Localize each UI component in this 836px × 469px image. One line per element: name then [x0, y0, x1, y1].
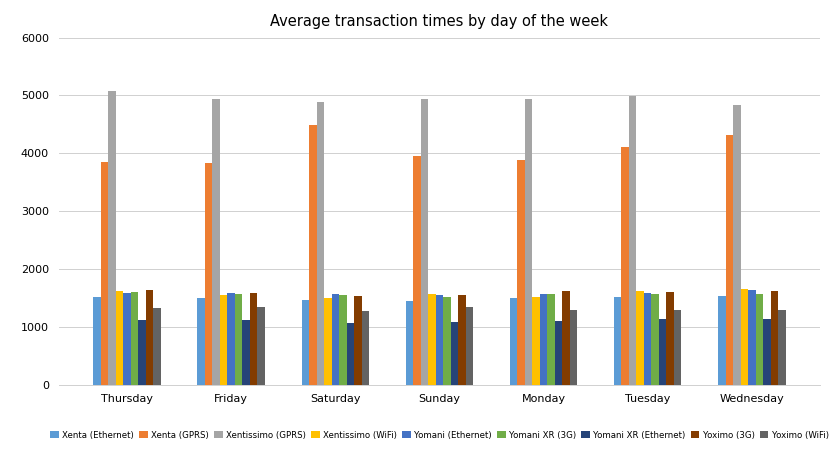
- Bar: [725, 135, 732, 385]
- Bar: [108, 91, 115, 385]
- Bar: [93, 297, 100, 385]
- Bar: [316, 102, 324, 385]
- Bar: [242, 320, 250, 385]
- Bar: [227, 293, 235, 385]
- Bar: [212, 99, 220, 385]
- Bar: [324, 298, 331, 385]
- Bar: [361, 310, 369, 385]
- Bar: [130, 292, 138, 385]
- Bar: [331, 295, 339, 385]
- Bar: [436, 295, 442, 385]
- Bar: [614, 297, 621, 385]
- Bar: [145, 290, 153, 385]
- Bar: [554, 321, 562, 385]
- Bar: [405, 301, 413, 385]
- Bar: [740, 289, 747, 385]
- Bar: [673, 310, 681, 385]
- Bar: [308, 125, 316, 385]
- Bar: [635, 291, 643, 385]
- Bar: [465, 307, 472, 385]
- Bar: [250, 293, 257, 385]
- Bar: [650, 294, 658, 385]
- Bar: [153, 308, 161, 385]
- Bar: [197, 298, 205, 385]
- Bar: [770, 291, 777, 385]
- Bar: [539, 294, 547, 385]
- Bar: [339, 295, 346, 385]
- Bar: [123, 293, 130, 385]
- Bar: [524, 99, 532, 385]
- Title: Average transaction times by day of the week: Average transaction times by day of the …: [270, 15, 608, 30]
- Bar: [732, 105, 740, 385]
- Bar: [220, 295, 227, 385]
- Bar: [509, 298, 517, 385]
- Bar: [717, 296, 725, 385]
- Bar: [457, 295, 465, 385]
- Bar: [354, 295, 361, 385]
- Bar: [138, 320, 145, 385]
- Bar: [777, 310, 785, 385]
- Bar: [658, 319, 665, 385]
- Bar: [205, 163, 212, 385]
- Bar: [762, 319, 770, 385]
- Bar: [747, 290, 755, 385]
- Bar: [621, 147, 628, 385]
- Bar: [643, 293, 650, 385]
- Bar: [569, 310, 577, 385]
- Bar: [346, 323, 354, 385]
- Bar: [421, 99, 428, 385]
- Bar: [562, 291, 569, 385]
- Bar: [450, 322, 457, 385]
- Bar: [532, 297, 539, 385]
- Bar: [301, 300, 308, 385]
- Bar: [547, 294, 554, 385]
- Bar: [428, 295, 436, 385]
- Bar: [665, 292, 673, 385]
- Bar: [115, 291, 123, 385]
- Bar: [517, 159, 524, 385]
- Bar: [628, 96, 635, 385]
- Bar: [413, 156, 421, 385]
- Bar: [235, 295, 242, 385]
- Bar: [442, 297, 450, 385]
- Legend: Xenta (Ethernet), Xenta (GPRS), Xentissimo (GPRS), Xentissimo (WiFi), Yomani (Et: Xenta (Ethernet), Xenta (GPRS), Xentissi…: [50, 431, 828, 439]
- Bar: [100, 162, 108, 385]
- Bar: [755, 294, 762, 385]
- Bar: [257, 307, 264, 385]
